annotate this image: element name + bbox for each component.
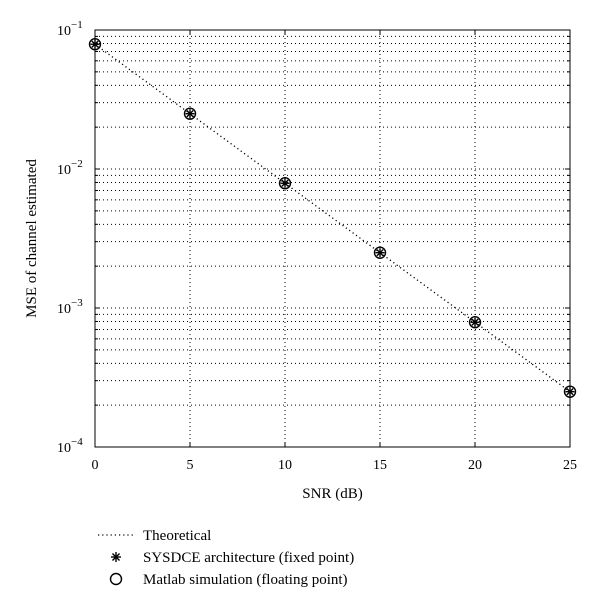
y-tick-base: 10 [57,302,71,317]
x-tick-label: 15 [373,458,387,473]
asterisk-stroke [281,179,289,187]
asterisk-marker-icon [111,552,121,562]
y-tick-label: 10−1 [57,19,83,39]
asterisk-stroke [91,40,99,48]
legend-item-matlab: Matlab simulation (floating point) [109,572,348,588]
legend-item-theoretical: Theoretical [98,528,211,544]
x-axis-label: SNR (dB) [302,486,362,502]
legend: Theoretical SYSDCE architecture (fixed p… [98,528,354,588]
y-tick-exponent: −1 [71,19,83,31]
x-tick-label: 25 [563,458,577,473]
x-tick-labels: 0 5 10 15 20 25 [92,458,578,473]
sysdce-point [470,317,480,327]
matlab-point [563,385,577,398]
sysdce-point [185,109,195,119]
y-tick-label: 10−2 [57,158,83,178]
y-tick-base: 10 [57,24,71,39]
matlab-point [373,246,387,259]
legend-asterisk [111,552,121,562]
plot-frame [94,29,571,448]
circle-marker-icon [109,572,123,586]
matlab-point [183,107,197,120]
y-tick-exponent: −3 [71,297,83,309]
axis-ticks [94,29,571,448]
grid [95,30,570,447]
legend-item-sysdce: SYSDCE architecture (fixed point) [111,550,354,566]
sysdce-point [90,39,100,49]
y-tick-base: 10 [57,163,71,178]
x-tick-label: 10 [278,458,292,473]
legend-label-sysdce: SYSDCE architecture (fixed point) [143,550,354,566]
asterisk-stroke [566,388,574,396]
legend-label-matlab: Matlab simulation (floating point) [143,572,348,588]
x-tick-label: 5 [187,458,194,473]
matlab-point [88,38,102,51]
y-tick-labels: 10−410−310−210−1 [57,19,83,456]
legend-label-theoretical: Theoretical [143,528,211,544]
asterisk-stroke [186,110,194,118]
y-tick-base: 10 [57,441,71,456]
y-tick-label: 10−4 [57,436,83,456]
theoretical-line [94,43,571,393]
y-axis-label: MSE of channel estimated [24,159,40,318]
y-tick-label: 10−3 [57,297,83,317]
sysdce-point [565,387,575,397]
matlab-point [278,177,292,190]
x-tick-label: 20 [468,458,482,473]
y-tick-exponent: −4 [71,436,83,448]
y-tick-exponent: −2 [71,158,83,170]
series [88,38,577,398]
x-tick-label: 0 [92,458,99,473]
asterisk-stroke [111,552,121,562]
matlab-point [468,316,482,329]
sysdce-point [375,248,385,258]
asterisk-stroke [376,249,384,257]
asterisk-stroke [471,318,479,326]
sysdce-point [280,178,290,188]
